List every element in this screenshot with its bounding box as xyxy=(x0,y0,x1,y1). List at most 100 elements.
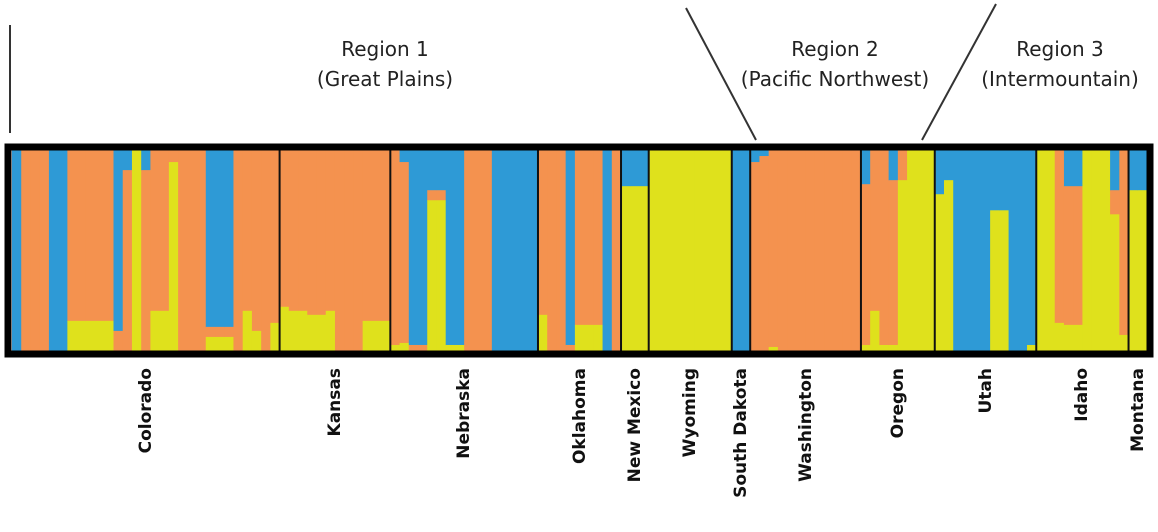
bar-segment-nebraska-7-cluster_3 xyxy=(454,344,465,352)
bar-segment-wyoming-7-cluster_3 xyxy=(713,150,724,352)
bar-segment-montana-0-cluster_1 xyxy=(1128,150,1139,191)
bar-segment-oklahoma-4-cluster_3 xyxy=(574,324,585,352)
bar-segment-kansas-4-cluster_2 xyxy=(316,150,327,316)
bar-segment-colorado-27-cluster_2 xyxy=(261,150,271,352)
bar-segment-wyoming-6-cluster_3 xyxy=(704,150,714,352)
bar-segment-colorado-21-cluster_3 xyxy=(205,336,216,352)
bar-segment-nebraska-4-cluster_1 xyxy=(427,150,438,191)
bar-segment-nebraska-11-cluster_1 xyxy=(491,150,502,352)
bar-segment-idaho-5-cluster_3 xyxy=(1082,150,1093,352)
bar-segment-oklahoma-3-cluster_1 xyxy=(565,150,576,346)
bar-segment-colorado-6-cluster_2 xyxy=(67,150,78,322)
bar-segment-oregon-1-cluster_3 xyxy=(870,310,880,352)
bar-segment-colorado-13-cluster_3 xyxy=(131,150,142,352)
bar-segment-utah-0-cluster_3 xyxy=(934,194,945,352)
bar-segment-colorado-12-cluster_2 xyxy=(122,170,133,352)
bar-segment-washington-10-cluster_2 xyxy=(842,150,853,352)
bar-segment-nebraska-10-cluster_2 xyxy=(482,150,493,352)
bar-segment-colorado-9-cluster_2 xyxy=(95,150,105,322)
bar-segment-oregon-3-cluster_3 xyxy=(888,344,899,352)
bar-segment-new-mexico-2-cluster_1 xyxy=(639,150,650,187)
bar-segment-colorado-15-cluster_3 xyxy=(150,310,161,352)
bar-segment-utah-7-cluster_3 xyxy=(999,210,1010,352)
group-dividers xyxy=(278,150,1130,351)
bar-segment-oregon-6-cluster_3 xyxy=(916,150,927,352)
bar-segment-oklahoma-2-cluster_2 xyxy=(556,150,567,352)
bar-segment-idaho-9-cluster_2 xyxy=(1119,150,1130,336)
bar-segment-utah-1-cluster_3 xyxy=(943,180,954,352)
bar-segment-oregon-7-cluster_3 xyxy=(925,150,936,352)
bar-segment-nebraska-5-cluster_3 xyxy=(436,200,447,352)
bar-segment-colorado-20-cluster_2 xyxy=(196,150,207,352)
state-label-idaho: Idaho xyxy=(1072,368,1093,422)
region-1-subtitle: (Great Plains) xyxy=(316,67,454,91)
bar-segment-colorado-4-cluster_1 xyxy=(48,150,59,352)
bar-segment-utah-1-cluster_1 xyxy=(943,150,954,181)
bar-segment-utah-6-cluster_1 xyxy=(990,150,1000,211)
region-2-label: Region 2 (Pacific Northwest) xyxy=(720,34,950,94)
bar-segment-south-dakota-0-cluster_1 xyxy=(731,150,742,352)
bar-segment-kansas-3-cluster_2 xyxy=(307,150,318,316)
bar-segment-utah-2-cluster_1 xyxy=(953,150,964,352)
bar-segment-colorado-26-cluster_2 xyxy=(251,150,262,332)
bar-segment-washington-7-cluster_2 xyxy=(814,150,825,352)
bar-segment-washington-1-cluster_1 xyxy=(759,150,770,157)
bar-segment-colorado-23-cluster_1 xyxy=(224,150,235,328)
bar-segment-nebraska-3-cluster_2 xyxy=(418,344,428,352)
bar-segment-colorado-25-cluster_3 xyxy=(242,310,253,352)
bar-segment-wyoming-3-cluster_3 xyxy=(676,150,687,352)
state-label-montana: Montana xyxy=(1127,368,1148,452)
bar-segment-colorado-10-cluster_2 xyxy=(104,150,115,322)
bar-segment-colorado-21-cluster_1 xyxy=(205,150,216,328)
bar-segment-utah-8-cluster_1 xyxy=(1008,150,1019,352)
bar-segment-kansas-0-cluster_2 xyxy=(279,150,290,308)
bar-segment-utah-10-cluster_1 xyxy=(1027,150,1037,346)
bar-segment-kansas-2-cluster_3 xyxy=(298,310,308,352)
bar-segment-new-mexico-2-cluster_3 xyxy=(639,186,650,352)
bar-segment-colorado-28-cluster_2 xyxy=(270,150,281,324)
state-label-wyoming: Wyoming xyxy=(680,368,701,458)
bar-segment-colorado-22-cluster_3 xyxy=(215,336,225,352)
bar-segment-washington-4-cluster_2 xyxy=(787,150,797,352)
bar-segment-colorado-10-cluster_3 xyxy=(104,320,115,352)
bar-segment-idaho-6-cluster_3 xyxy=(1091,150,1102,352)
region-1-title: Region 1 xyxy=(341,37,429,61)
bar-segment-nebraska-4-cluster_3 xyxy=(427,200,438,352)
bar-segment-oklahoma-7-cluster_1 xyxy=(602,150,613,352)
bar-segment-oklahoma-5-cluster_3 xyxy=(584,324,594,352)
bar-segment-colorado-18-cluster_2 xyxy=(178,150,188,352)
bar-segment-nebraska-1-cluster_2 xyxy=(399,162,410,344)
bar-segment-montana-0-cluster_3 xyxy=(1128,190,1139,352)
bar-segment-oregon-2-cluster_2 xyxy=(879,150,890,346)
bar-segment-colorado-3-cluster_2 xyxy=(39,150,50,352)
bar-segment-nebraska-9-cluster_2 xyxy=(473,150,484,352)
bar-segment-kansas-2-cluster_2 xyxy=(298,150,308,312)
bar-segment-colorado-22-cluster_2 xyxy=(215,326,225,338)
bar-segment-washington-0-cluster_1 xyxy=(750,150,761,163)
bar-segment-nebraska-7-cluster_1 xyxy=(454,150,465,346)
state-label-oklahoma: Oklahoma xyxy=(569,368,590,465)
bar-segment-colorado-9-cluster_3 xyxy=(95,320,105,352)
bar-segment-colorado-7-cluster_2 xyxy=(76,150,87,322)
state-label-south-dakota: South Dakota xyxy=(730,368,751,498)
bar-segment-new-mexico-1-cluster_1 xyxy=(630,150,641,187)
region-lines xyxy=(9,3,997,141)
bar-segment-oklahoma-5-cluster_2 xyxy=(584,150,594,326)
bar-segment-nebraska-13-cluster_1 xyxy=(510,150,521,352)
bar-segment-colorado-0-cluster_1 xyxy=(12,150,22,352)
bar-segment-colorado-8-cluster_3 xyxy=(85,320,96,352)
bar-segment-colorado-11-cluster_1 xyxy=(113,150,124,332)
bar-segment-idaho-4-cluster_1 xyxy=(1073,150,1084,187)
bar-segment-colorado-16-cluster_3 xyxy=(159,310,170,352)
bar-segment-nebraska-2-cluster_2 xyxy=(408,344,419,352)
region-boundary-line-2-3 xyxy=(921,3,997,141)
bar-segment-nebraska-8-cluster_2 xyxy=(464,150,474,352)
state-label-washington: Washington xyxy=(795,368,816,482)
bar-segment-colorado-26-cluster_3 xyxy=(251,330,262,352)
bar-segment-colorado-22-cluster_1 xyxy=(215,150,225,328)
bar-segment-idaho-8-cluster_2 xyxy=(1110,190,1120,215)
bar-segment-colorado-14-cluster_2 xyxy=(141,170,152,352)
state-label-nebraska: Nebraska xyxy=(454,368,475,459)
